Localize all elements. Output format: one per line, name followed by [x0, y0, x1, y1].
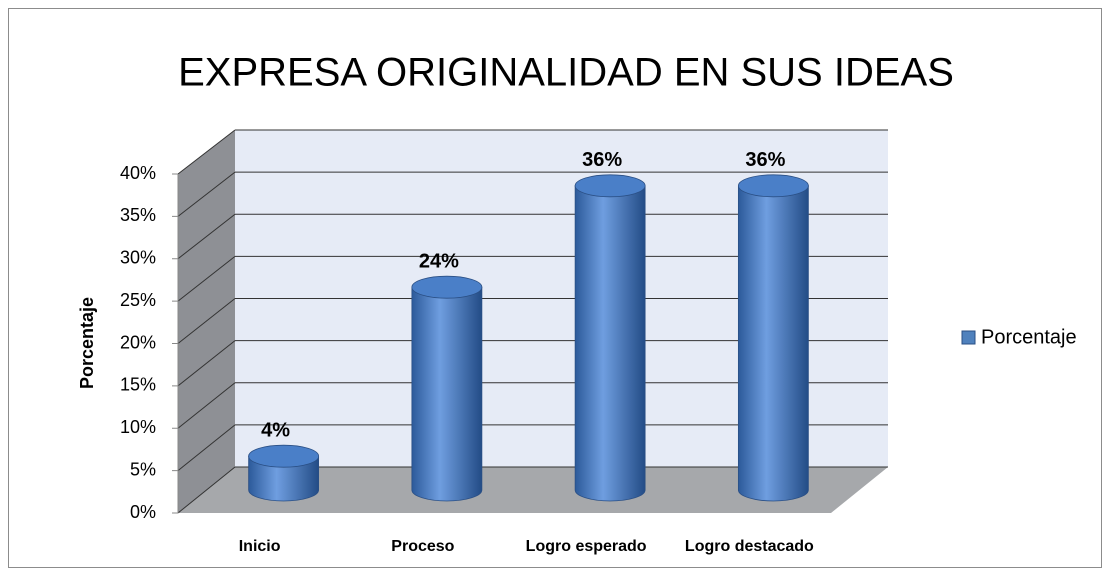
chart-title: EXPRESA ORIGINALIDAD EN SUS IDEAS	[178, 51, 954, 95]
bar	[248, 455, 320, 502]
bar	[574, 185, 646, 502]
y-tick-label: 30%	[120, 248, 156, 268]
y-tick-label: 20%	[120, 332, 156, 352]
grid-line	[177, 129, 236, 175]
data-label: 36%	[745, 149, 785, 171]
grid-line	[177, 171, 236, 217]
legend-swatch	[961, 330, 976, 345]
data-label: 24%	[419, 250, 459, 272]
bar	[411, 286, 483, 502]
y-axis-label: Porcentaje	[77, 297, 97, 389]
y-tick-label: 15%	[120, 375, 156, 395]
x-tick-label: Logro esperado	[526, 538, 647, 555]
x-tick-label: Inicio	[239, 538, 281, 555]
y-tick-label: 10%	[120, 417, 156, 437]
y-tick-label: 0%	[130, 502, 156, 522]
data-label: 4%	[261, 419, 290, 441]
legend-label: Porcentaje	[981, 326, 1077, 348]
y-tick-label: 5%	[130, 459, 156, 479]
bar-top	[411, 275, 483, 299]
grid-line	[177, 466, 236, 514]
x-tick-label: Proceso	[391, 538, 454, 555]
grid-line	[177, 424, 236, 472]
bar-top	[248, 444, 320, 468]
floor	[178, 467, 888, 513]
grid-line	[177, 213, 236, 260]
bar-top	[737, 174, 809, 198]
grid-line	[177, 255, 236, 302]
x-tick-label: Logro destacado	[685, 538, 814, 555]
bar-top	[574, 174, 646, 198]
grid-line	[177, 382, 236, 429]
grid-line	[177, 340, 236, 387]
data-label: 36%	[582, 149, 622, 171]
y-tick-label: 35%	[120, 205, 156, 225]
grid-line	[177, 298, 236, 344]
y-tick-label: 25%	[120, 290, 156, 310]
bar	[737, 185, 809, 502]
y-tick-label: 40%	[120, 163, 156, 183]
